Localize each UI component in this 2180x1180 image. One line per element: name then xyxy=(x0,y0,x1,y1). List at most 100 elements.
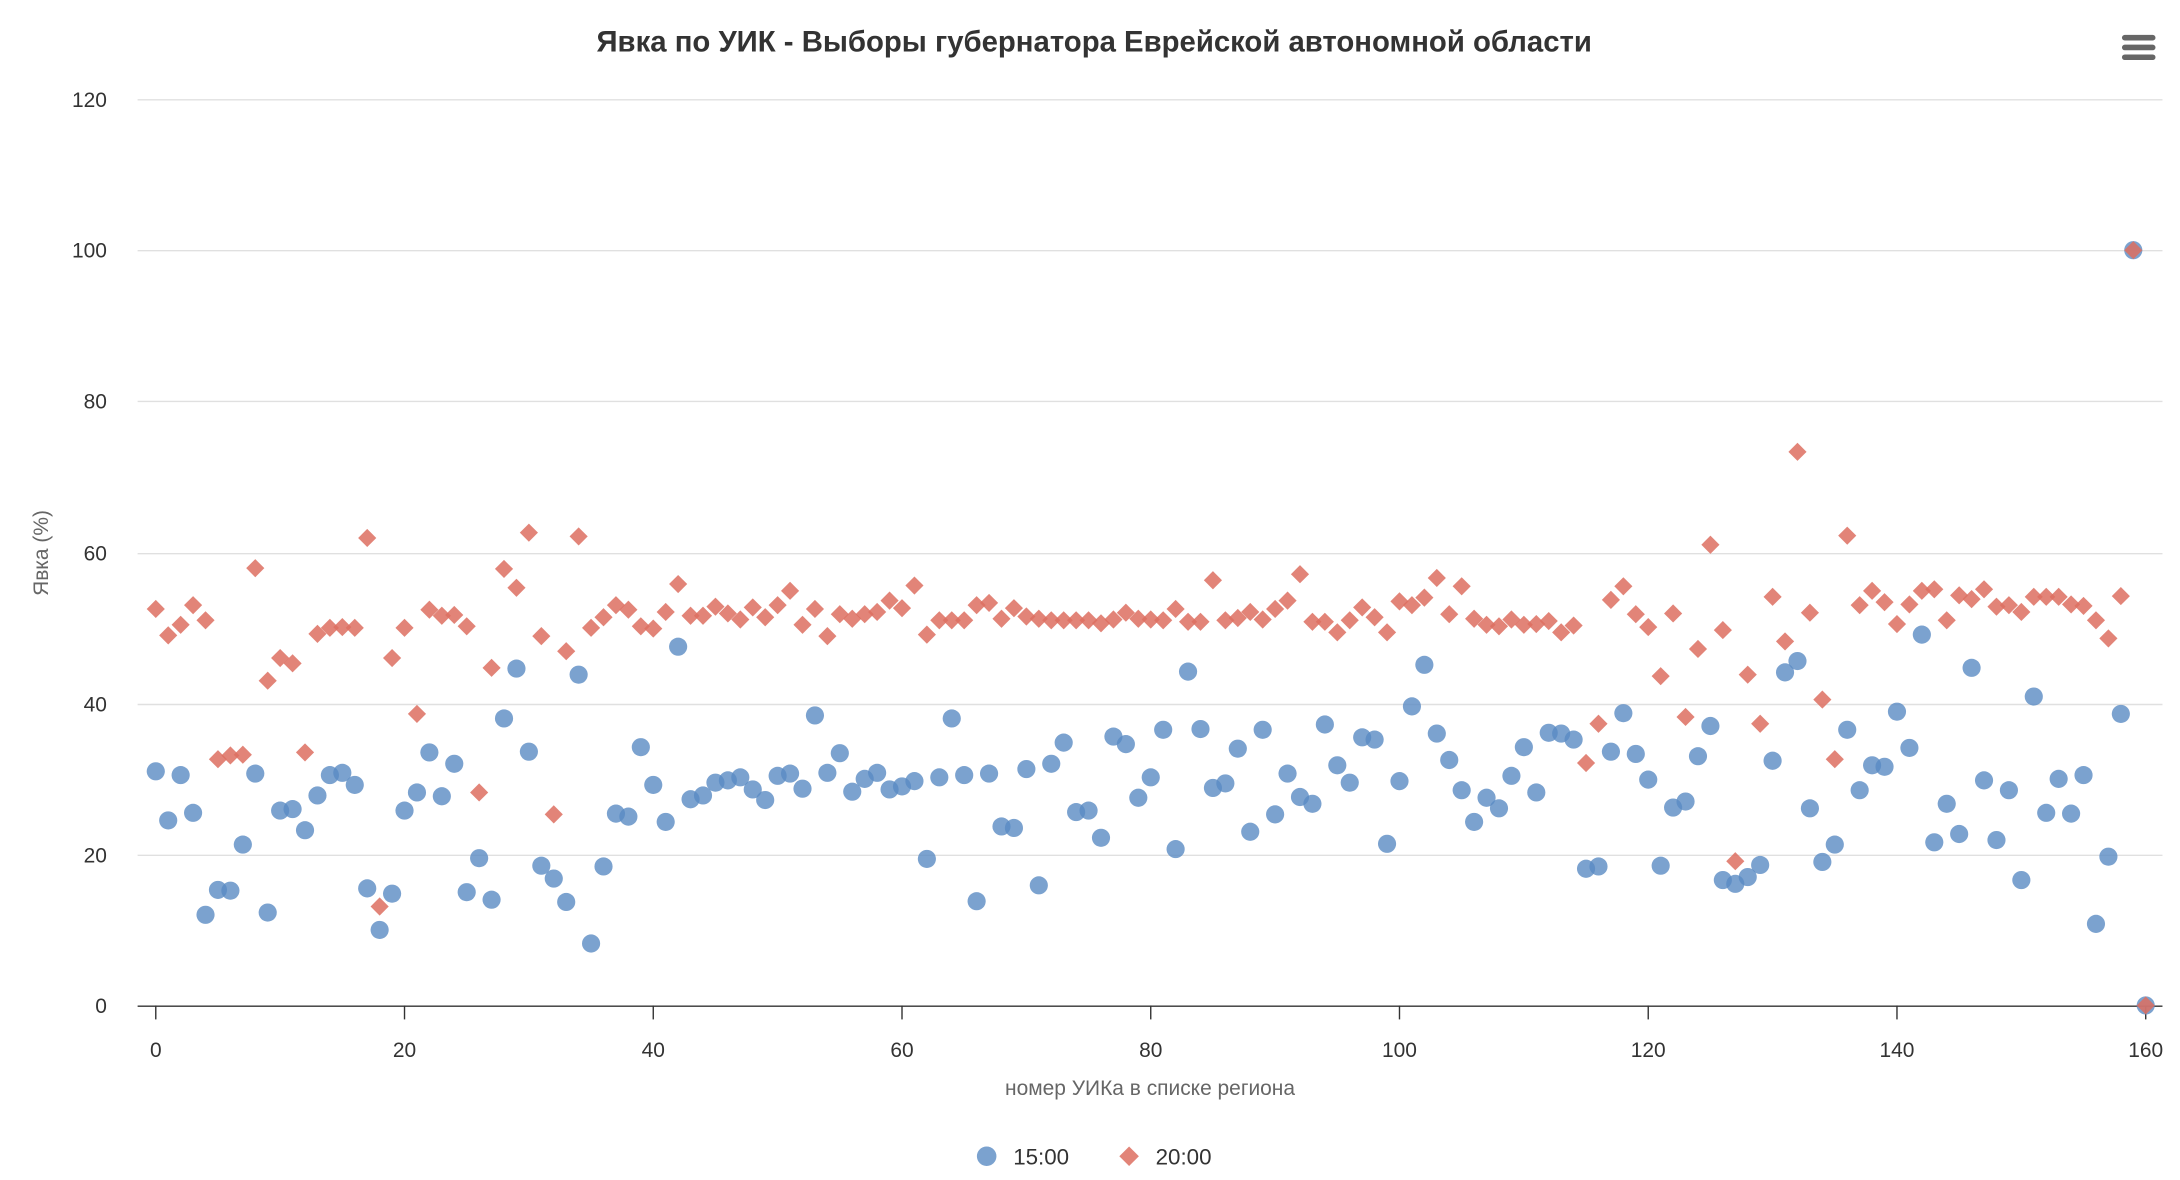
point-20-00[interactable] xyxy=(1552,623,1571,642)
point-15-00[interactable] xyxy=(1079,801,1098,820)
point-15-00[interactable] xyxy=(1054,733,1073,752)
point-20-00[interactable] xyxy=(1539,611,1558,631)
point-15-00[interactable] xyxy=(407,783,427,802)
point-15-00[interactable] xyxy=(1912,625,1931,644)
point-20-00[interactable] xyxy=(233,745,252,764)
point-15-00[interactable] xyxy=(1950,824,1969,844)
point-20-00[interactable] xyxy=(2099,629,2118,648)
point-15-00[interactable] xyxy=(1266,805,1285,824)
point-20-00[interactable] xyxy=(2012,602,2031,622)
point-15-00[interactable] xyxy=(2074,766,2093,785)
point-20-00[interactable] xyxy=(992,609,1011,628)
point-15-00[interactable] xyxy=(532,856,551,875)
point-15-00[interactable] xyxy=(1626,744,1645,764)
point-15-00[interactable] xyxy=(2049,769,2068,788)
point-20-00[interactable] xyxy=(1962,590,1981,609)
point-20-00[interactable] xyxy=(793,615,812,634)
point-20-00[interactable] xyxy=(1813,690,1832,709)
point-20-00[interactable] xyxy=(532,627,551,646)
point-20-00[interactable] xyxy=(1688,639,1708,659)
point-15-00[interactable] xyxy=(1191,719,1210,739)
point-15-00[interactable] xyxy=(1390,772,1409,791)
point-15-00[interactable] xyxy=(619,807,638,826)
point-20-00[interactable] xyxy=(1676,707,1695,727)
point-15-00[interactable] xyxy=(1402,697,1422,716)
point-20-00[interactable] xyxy=(1614,577,1633,596)
point-15-00[interactable] xyxy=(1477,788,1496,807)
point-15-00[interactable] xyxy=(1838,720,1857,739)
point-20-00[interactable] xyxy=(1825,750,1844,769)
point-20-00[interactable] xyxy=(855,605,874,624)
point-20-00[interactable] xyxy=(1651,667,1670,686)
point-20-00[interactable] xyxy=(407,704,427,723)
point-20-00[interactable] xyxy=(1415,588,1434,607)
point-15-00[interactable] xyxy=(731,768,750,787)
point-15-00[interactable] xyxy=(1489,799,1509,818)
point-15-00[interactable] xyxy=(1701,716,1720,736)
point-15-00[interactable] xyxy=(1465,812,1484,831)
point-20-00[interactable] xyxy=(768,596,787,615)
point-20-00[interactable] xyxy=(358,528,377,548)
point-15-00[interactable] xyxy=(1178,662,1198,681)
point-15-00[interactable] xyxy=(1925,833,1944,852)
point-15-00[interactable] xyxy=(1589,857,1608,876)
point-15-00[interactable] xyxy=(1502,766,1521,785)
point-20-00[interactable] xyxy=(1974,580,1994,599)
point-15-00[interactable] xyxy=(1141,768,1160,787)
point-15-00[interactable] xyxy=(1017,759,1036,779)
point-20-00[interactable] xyxy=(1154,611,1173,630)
point-15-00[interactable] xyxy=(955,766,974,785)
point-20-00[interactable] xyxy=(1353,598,1372,617)
point-15-00[interactable] xyxy=(2037,803,2056,822)
point-20-00[interactable] xyxy=(1937,611,1956,630)
point-15-00[interactable] xyxy=(1775,663,1795,682)
point-20-00[interactable] xyxy=(2049,587,2068,606)
point-15-00[interactable] xyxy=(395,801,414,820)
point-15-00[interactable] xyxy=(693,786,713,805)
point-20-00[interactable] xyxy=(295,743,315,762)
point-15-00[interactable] xyxy=(1315,715,1334,734)
point-20-00[interactable] xyxy=(1863,581,1882,600)
point-20-00[interactable] xyxy=(1763,587,1782,606)
point-20-00[interactable] xyxy=(2024,587,2043,606)
menu-icon[interactable] xyxy=(2116,27,2161,69)
point-15-00[interactable] xyxy=(1763,751,1782,770)
point-15-00[interactable] xyxy=(930,768,949,787)
point-15-00[interactable] xyxy=(1241,822,1260,841)
point-15-00[interactable] xyxy=(1116,735,1135,754)
point-15-00[interactable] xyxy=(1999,781,2018,800)
point-20-00[interactable] xyxy=(557,642,576,661)
point-20-00[interactable] xyxy=(1626,605,1645,624)
point-15-00[interactable] xyxy=(420,743,439,762)
point-15-00[interactable] xyxy=(1042,754,1061,773)
point-15-00[interactable] xyxy=(519,742,538,761)
point-20-00[interactable] xyxy=(1726,852,1745,871)
point-20-00[interactable] xyxy=(457,617,476,636)
point-15-00[interactable] xyxy=(1253,720,1272,739)
point-15-00[interactable] xyxy=(830,744,849,763)
point-15-00[interactable] xyxy=(1887,702,1907,721)
point-20-00[interactable] xyxy=(1850,596,1869,615)
point-20-00[interactable] xyxy=(1328,623,1347,642)
point-15-00[interactable] xyxy=(308,786,327,805)
point-15-00[interactable] xyxy=(457,883,476,902)
point-15-00[interactable] xyxy=(2024,687,2043,706)
point-20-00[interactable] xyxy=(1838,526,1857,545)
point-20-00[interactable] xyxy=(780,581,800,600)
point-15-00[interactable] xyxy=(557,892,576,912)
point-20-00[interactable] xyxy=(1527,614,1546,634)
point-15-00[interactable] xyxy=(1328,756,1347,775)
point-15-00[interactable] xyxy=(1813,852,1832,872)
point-20-00[interactable] xyxy=(1887,614,1907,634)
point-15-00[interactable] xyxy=(917,849,936,869)
point-20-00[interactable] xyxy=(1116,603,1135,622)
point-15-00[interactable] xyxy=(383,884,402,903)
point-15-00[interactable] xyxy=(868,763,887,782)
point-15-00[interactable] xyxy=(1216,774,1235,793)
point-15-00[interactable] xyxy=(171,766,190,785)
point-20-00[interactable] xyxy=(1340,611,1359,630)
point-20-00[interactable] xyxy=(1701,535,1720,554)
point-15-00[interactable] xyxy=(445,754,464,773)
point-20-00[interactable] xyxy=(470,783,489,802)
point-15-00[interactable] xyxy=(2012,870,2031,890)
